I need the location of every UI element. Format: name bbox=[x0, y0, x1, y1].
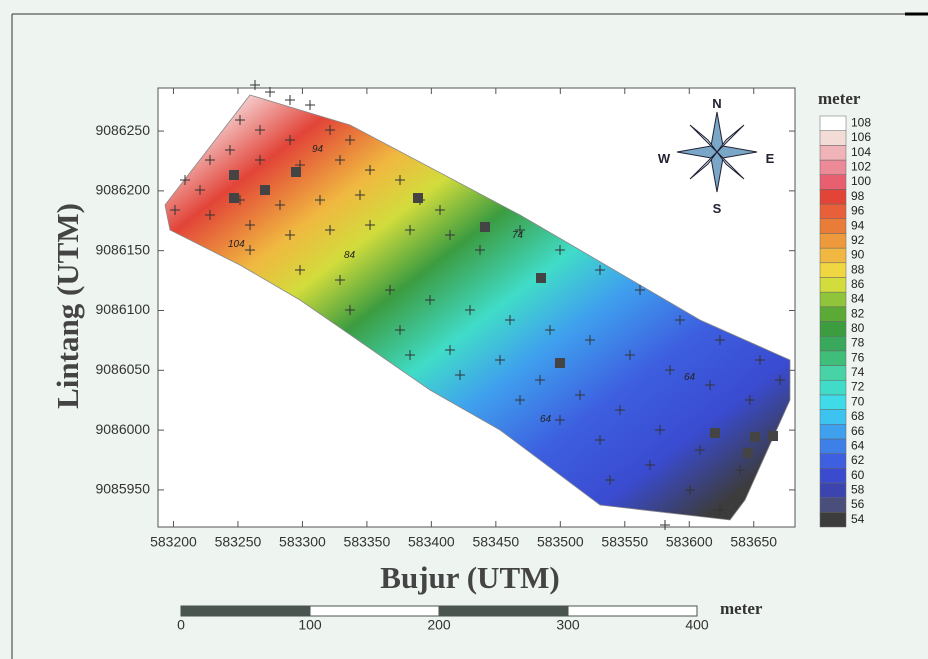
scale-segment bbox=[439, 606, 568, 616]
y-tick-label: 9085950 bbox=[95, 481, 150, 497]
legend-swatch bbox=[820, 351, 846, 366]
legend-label: 70 bbox=[851, 394, 865, 408]
compass-west: W bbox=[658, 151, 671, 166]
legend-swatch bbox=[820, 189, 846, 204]
legend-label: 74 bbox=[851, 365, 865, 379]
legend-label: 78 bbox=[851, 336, 865, 350]
legend-label: 84 bbox=[851, 292, 865, 306]
legend-swatch bbox=[820, 233, 846, 248]
scale-label: 200 bbox=[427, 617, 451, 633]
legend-label: 100 bbox=[851, 174, 871, 188]
legend-swatch bbox=[820, 410, 846, 425]
scale-segment bbox=[568, 606, 697, 616]
legend-swatch bbox=[820, 116, 846, 131]
legend-swatch bbox=[820, 292, 846, 307]
legend-swatch bbox=[820, 145, 846, 160]
legend-swatch bbox=[820, 219, 846, 234]
x-tick-label: 583300 bbox=[279, 534, 326, 550]
scale-segment bbox=[181, 606, 310, 616]
legend-label: 88 bbox=[851, 262, 865, 276]
y-tick-label: 9086100 bbox=[95, 301, 150, 317]
legend-swatch bbox=[820, 263, 846, 278]
legend-label: 104 bbox=[851, 145, 871, 159]
y-tick-label: 9086250 bbox=[95, 122, 150, 138]
legend-label: 106 bbox=[851, 130, 871, 144]
contour-label: 74 bbox=[512, 230, 524, 241]
legend-label: 94 bbox=[851, 218, 865, 232]
legend-label: 58 bbox=[851, 482, 865, 496]
legend-label: 98 bbox=[851, 189, 865, 203]
scale-unit: meter bbox=[720, 599, 763, 618]
x-tick-label: 583400 bbox=[408, 534, 455, 550]
legend-label: 56 bbox=[851, 497, 865, 511]
scale-label: 300 bbox=[556, 617, 580, 633]
legend-label: 108 bbox=[851, 116, 871, 130]
y-tick-label: 9086200 bbox=[95, 182, 150, 198]
legend-swatch bbox=[820, 204, 846, 219]
legend-swatch bbox=[820, 336, 846, 351]
contour-label: 64 bbox=[540, 414, 552, 425]
map-figure: Bujur (UTM) Lintang (UTM) N S W E meter … bbox=[0, 0, 928, 659]
legend-swatch bbox=[820, 439, 846, 454]
legend-swatch bbox=[820, 454, 846, 469]
legend-swatch bbox=[820, 277, 846, 292]
legend-swatch bbox=[820, 131, 846, 146]
contour-label: 84 bbox=[344, 250, 356, 261]
compass-east: E bbox=[766, 151, 775, 166]
x-tick-label: 583350 bbox=[344, 534, 391, 550]
contour-label: 104 bbox=[228, 239, 245, 250]
legend-swatch bbox=[820, 380, 846, 395]
scale-label: 0 bbox=[177, 617, 185, 633]
compass-south: S bbox=[713, 201, 722, 216]
y-tick-label: 9086150 bbox=[95, 241, 150, 257]
legend-label: 96 bbox=[851, 204, 865, 218]
x-tick-label: 583200 bbox=[150, 534, 197, 550]
legend-swatch bbox=[820, 395, 846, 410]
x-tick-label: 583500 bbox=[537, 534, 584, 550]
x-tick-label: 583550 bbox=[601, 534, 648, 550]
scale-label: 400 bbox=[685, 617, 709, 633]
legend-title: meter bbox=[818, 89, 861, 108]
legend-label: 92 bbox=[851, 233, 865, 247]
legend-label: 72 bbox=[851, 380, 865, 394]
legend-swatch bbox=[820, 307, 846, 322]
scale-label: 100 bbox=[298, 617, 322, 633]
legend-label: 54 bbox=[851, 512, 865, 526]
legend-label: 60 bbox=[851, 468, 865, 482]
y-tick-label: 9086050 bbox=[95, 361, 150, 377]
y-axis-label: Lintang (UTM) bbox=[50, 203, 85, 409]
legend-label: 62 bbox=[851, 453, 865, 467]
compass-north: N bbox=[712, 96, 721, 111]
legend-label: 86 bbox=[851, 277, 865, 291]
legend-swatch bbox=[820, 366, 846, 381]
legend-swatch bbox=[820, 160, 846, 175]
legend-label: 82 bbox=[851, 306, 865, 320]
legend-label: 80 bbox=[851, 321, 865, 335]
legend-swatch bbox=[820, 175, 846, 190]
legend-swatch bbox=[820, 468, 846, 483]
legend-swatch bbox=[820, 322, 846, 337]
x-tick-label: 583600 bbox=[666, 534, 713, 550]
x-tick-label: 583450 bbox=[472, 534, 519, 550]
x-axis-label: Bujur (UTM) bbox=[380, 560, 559, 595]
x-tick-label: 583250 bbox=[215, 534, 262, 550]
legend-swatch bbox=[820, 483, 846, 498]
legend-swatch bbox=[820, 424, 846, 439]
legend-swatch bbox=[820, 512, 846, 527]
y-tick-label: 9086000 bbox=[95, 421, 150, 437]
legend-label: 68 bbox=[851, 409, 865, 423]
legend-label: 64 bbox=[851, 438, 865, 452]
legend-label: 76 bbox=[851, 350, 865, 364]
legend-label: 90 bbox=[851, 248, 865, 262]
contour-label: 64 bbox=[684, 372, 696, 383]
scale-segment bbox=[310, 606, 439, 616]
contour-label: 94 bbox=[312, 144, 324, 155]
legend-swatch bbox=[820, 248, 846, 263]
legend-label: 66 bbox=[851, 424, 865, 438]
legend-swatch bbox=[820, 498, 846, 513]
legend-label: 102 bbox=[851, 160, 871, 174]
x-tick-label: 583650 bbox=[730, 534, 777, 550]
